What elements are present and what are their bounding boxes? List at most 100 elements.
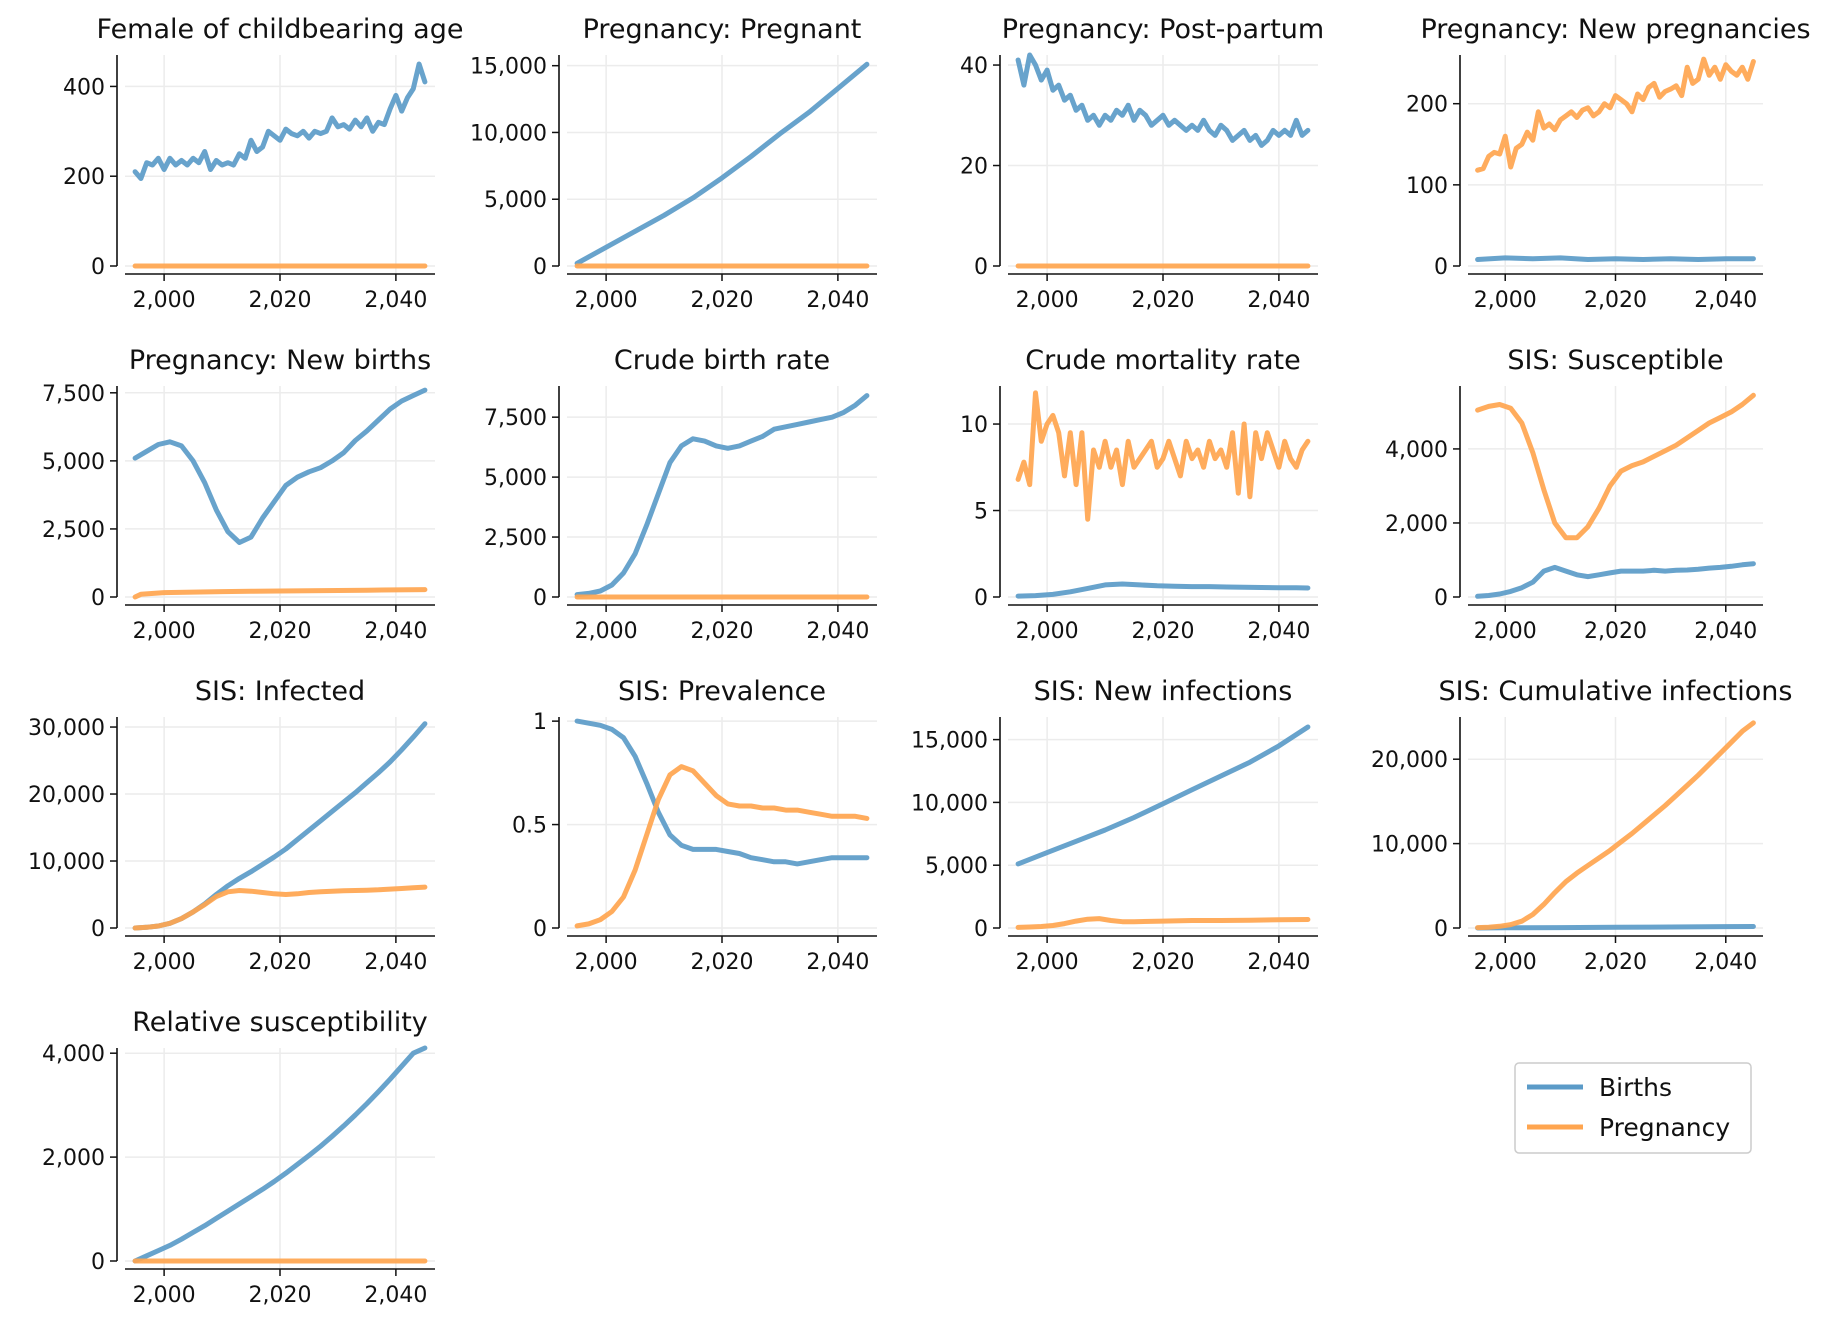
y-tick-label: 0 [91,1250,105,1275]
y-tick-label: 2,000 [42,1146,105,1171]
y-tick-label: 0 [974,586,988,611]
x-tick-label: 2,000 [1016,288,1079,313]
x-tick-label: 2,020 [249,1283,312,1308]
y-tick-label: 0 [91,586,105,611]
x-tick-label: 2,040 [1247,950,1310,975]
series-line-births [1015,724,1311,867]
y-tick-label: 0 [1434,917,1448,942]
y-tick-label: 0 [1434,255,1448,280]
y-tick-label: 30,000 [28,716,105,741]
y-tick-label: 10,000 [28,850,105,875]
legend-label-births: Births [1599,1073,1672,1102]
panel-title: Crude mortality rate [1025,345,1300,376]
y-tick-label: 0.5 [512,814,547,839]
x-tick-label: 2,040 [1694,288,1757,313]
series-line-pregnancy [574,764,870,929]
y-tick-label: 20 [960,155,988,180]
x-tick-label: 2,000 [1474,950,1537,975]
series-line-births [132,1045,428,1264]
panel-sis-prevalence: 2,000 2,020 2,040 0 0.5 1 SIS: Prevalence [512,676,877,975]
panel-title: Pregnancy: New pregnancies [1420,14,1810,45]
panel-sis-infected: 2,000 2,020 2,040 0 10,000 20,000 30,000 SIS: I… [28,676,435,975]
panel-title: Female of childbearing age [97,14,464,45]
panel-sis-susceptible: 2,000 2,020 2,040 0 2,000 4,000 SIS: Susceptib… [1385,345,1763,644]
x-tick-label: 2,020 [1132,619,1195,644]
x-tick-label: 2,000 [1474,288,1537,313]
y-tick-label: 20,000 [28,783,105,808]
x-tick-label: 2,020 [691,950,754,975]
series-line-births [1475,924,1756,931]
x-tick-label: 2,020 [691,619,754,644]
x-tick-label: 2,020 [1584,950,1647,975]
y-tick-label: 20,000 [1371,748,1448,773]
y-tick-label: 100 [1406,174,1448,199]
y-tick-label: 10,000 [470,121,547,146]
y-tick-label: 5,000 [925,854,988,879]
y-tick-label: 5 [974,500,988,525]
panel-title: Relative susceptibility [132,1007,428,1038]
x-tick-label: 2,000 [133,619,196,644]
x-tick-label: 2,040 [364,288,427,313]
y-tick-label: 0 [533,255,547,280]
x-tick-label: 2,000 [1016,950,1079,975]
series-line-pregnancy [1015,916,1311,930]
series-line-births [132,61,428,181]
panel-title: SIS: Prevalence [618,676,826,707]
y-tick-label: 0 [974,255,988,280]
x-tick-label: 2,040 [806,288,869,313]
x-tick-label: 2,020 [1584,288,1647,313]
y-tick-label: 5,000 [484,188,547,213]
panel-title: Pregnancy: New births [129,345,431,376]
series-line-births [1475,561,1756,599]
panel-title: Pregnancy: Post-partum [1002,14,1324,45]
series-line-births [574,61,870,266]
series-line-births [574,718,870,867]
y-tick-label: 0 [533,917,547,942]
panel-title: Crude birth rate [614,345,830,376]
x-tick-label: 2,040 [1247,619,1310,644]
panel-pregnancy-new-births: 2,000 2,020 2,040 0 2,500 5,000 7,500 Pregnancy… [42,345,435,644]
x-tick-label: 2,000 [575,950,638,975]
y-tick-label: 10 [960,413,988,438]
series-line-pregnancy [132,884,428,931]
x-tick-label: 2,020 [249,950,312,975]
panel-pregnancy-post-partum: 2,000 2,020 2,040 0 20 40 Pregnancy: Post-part… [960,14,1324,313]
x-tick-label: 2,040 [1694,950,1757,975]
y-tick-label: 2,500 [484,526,547,551]
y-tick-label: 200 [1406,93,1448,118]
x-tick-label: 2,020 [1132,288,1195,313]
x-tick-label: 2,000 [133,1283,196,1308]
x-tick-label: 2,040 [806,619,869,644]
y-tick-label: 5,000 [42,450,105,475]
y-tick-label: 4,000 [1385,438,1448,463]
y-tick-label: 15,000 [911,729,988,754]
y-tick-label: 1 [533,710,547,735]
x-tick-label: 2,040 [364,619,427,644]
x-tick-label: 2,020 [249,619,312,644]
panel-title: SIS: Cumulative infections [1439,676,1793,707]
y-tick-label: 5,000 [484,466,547,491]
x-tick-label: 2,040 [806,950,869,975]
x-tick-label: 2,000 [133,288,196,313]
y-tick-label: 400 [63,75,105,100]
x-tick-label: 2,000 [575,288,638,313]
legend: Births Pregnancy [1514,1062,1752,1154]
y-tick-label: 10,000 [911,791,988,816]
x-tick-label: 2,040 [1694,619,1757,644]
panel-pregnancy-new-pregnancies: 2,000 2,020 2,040 0 100 200 Pregnancy: New pre… [1406,14,1811,313]
series-line-births [1475,255,1756,262]
series-line-pregnancy [132,587,428,600]
panel-title: SIS: Susceptible [1507,345,1723,376]
y-tick-label: 7,500 [484,406,547,431]
series-line-births [132,387,428,545]
x-tick-label: 2,020 [1584,619,1647,644]
y-tick-label: 0 [974,917,988,942]
series-line-births [1015,581,1311,599]
series-line-pregnancy [1475,392,1756,541]
panel-title: Pregnancy: Pregnant [583,14,862,45]
x-tick-label: 2,020 [249,288,312,313]
y-tick-label: 0 [91,255,105,280]
x-tick-label: 2,020 [691,288,754,313]
